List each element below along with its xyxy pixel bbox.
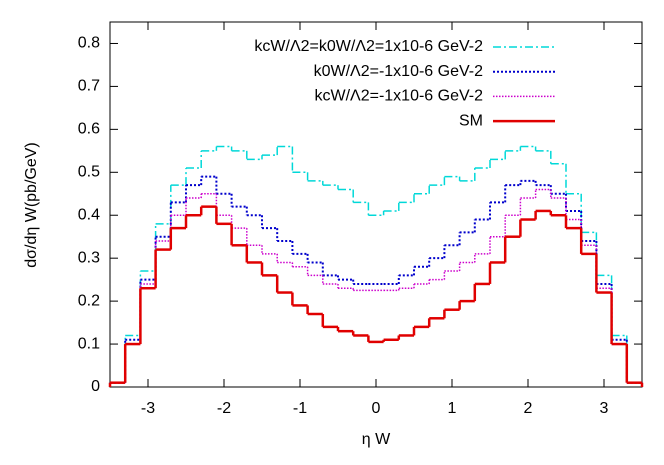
y-tick-label: 0.7 — [78, 78, 100, 95]
y-tick-label: 0.2 — [78, 292, 100, 309]
y-tick-label: 0.5 — [78, 164, 100, 181]
y-tick-label: 0.6 — [78, 121, 100, 138]
legend-label: kcW/Λ2=k0W/Λ2=1x10-6 GeV-2 — [254, 38, 483, 55]
x-tick-label: -1 — [293, 400, 307, 417]
x-tick-label: -3 — [141, 400, 155, 417]
x-tick-label: 0 — [372, 400, 381, 417]
legend-label: kcW/Λ2=-1x10-6 GeV-2 — [314, 88, 483, 105]
x-tick-label: 3 — [600, 400, 609, 417]
x-tick-label: 2 — [524, 400, 533, 417]
x-axis-label: η W — [362, 431, 391, 448]
legend-label: k0W/Λ2=-1x10-6 GeV-2 — [314, 63, 484, 80]
y-tick-label: 0 — [91, 378, 100, 395]
y-tick-label: 0.4 — [78, 206, 100, 223]
x-tick-label: 1 — [448, 400, 457, 417]
x-tick-label: -2 — [217, 400, 231, 417]
legend-label: SM — [459, 112, 483, 129]
y-axis-label: dσ/dη W(pb/GeV) — [23, 142, 40, 267]
y-tick-label: 0.8 — [78, 35, 100, 52]
y-tick-label: 0.3 — [78, 249, 100, 266]
y-tick-label: 0.1 — [78, 335, 100, 352]
